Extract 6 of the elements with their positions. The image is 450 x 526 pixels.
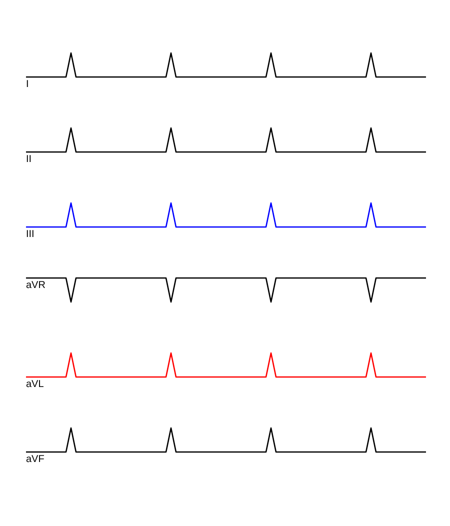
series-label: II	[26, 154, 32, 165]
series-label: aVR	[26, 280, 46, 291]
series-label: III	[26, 229, 34, 240]
series-label: aVL	[26, 379, 44, 390]
series-label: aVF	[26, 454, 44, 465]
series-label: I	[26, 79, 29, 90]
